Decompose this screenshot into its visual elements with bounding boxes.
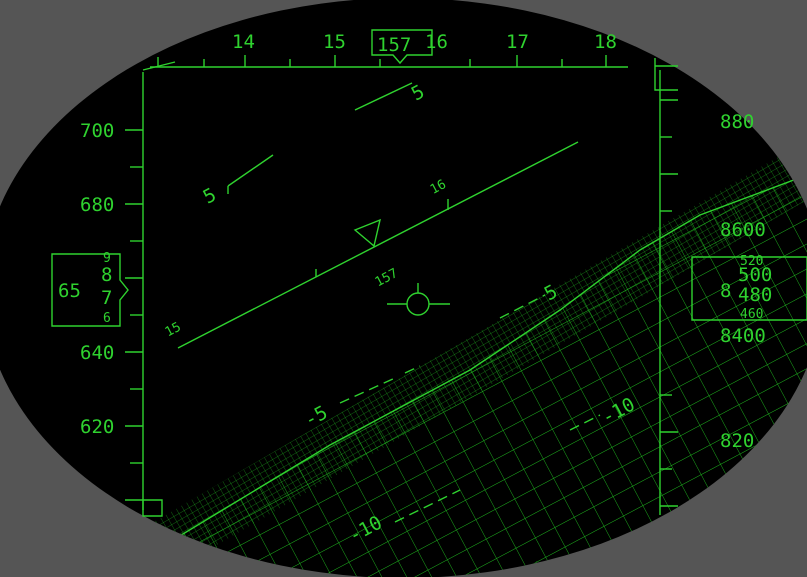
heading-tick-18: 18	[594, 31, 617, 53]
heading-tick-16: 16	[425, 31, 448, 53]
altitude-readout: 8	[720, 280, 731, 302]
airspeed-tick-640: 640	[80, 342, 114, 364]
altitude-tick-820: 820	[720, 430, 754, 452]
airspeed-tick-680: 680	[80, 194, 114, 216]
airspeed-tick-620: 620	[80, 416, 114, 438]
altitude-drum-480: 480	[738, 284, 772, 306]
altitude-tick-8400: 8400	[720, 325, 766, 347]
altitude-tick-880: 880	[720, 111, 754, 133]
airspeed-drum-7: 7	[101, 287, 112, 309]
airspeed-readout: 65	[58, 280, 81, 302]
altitude-drum-500: 500	[738, 264, 772, 286]
airspeed-drum-6: 6	[103, 311, 111, 326]
altitude-tick-8600: 8600	[720, 219, 766, 241]
airspeed-drum-8: 8	[101, 264, 112, 286]
heading-tick-14: 14	[232, 31, 255, 53]
heading-readout: 157	[377, 34, 411, 56]
heading-tick-17: 17	[506, 31, 529, 53]
altitude-drum-460: 460	[740, 307, 763, 322]
heading-tick-15: 15	[323, 31, 346, 53]
airspeed-tick-700: 700	[80, 120, 114, 142]
